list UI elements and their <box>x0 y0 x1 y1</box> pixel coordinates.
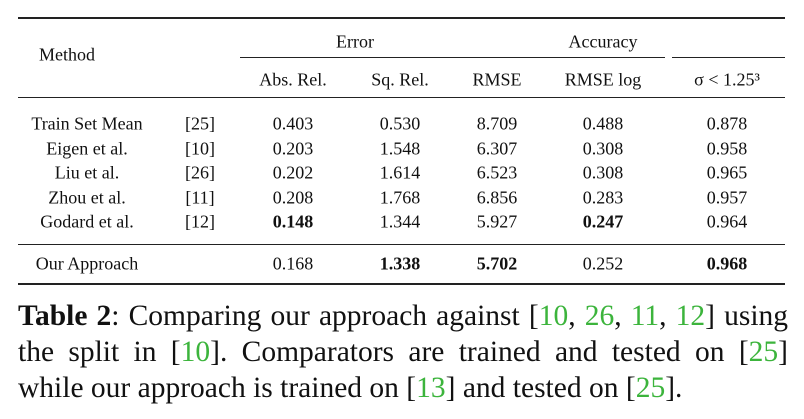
method-header: Method <box>39 44 95 65</box>
caption-text: ]. Comparators are trained and tested on… <box>210 336 749 368</box>
value: 0.252 <box>582 253 624 274</box>
value: 5.702 <box>476 253 518 274</box>
citation: 10 <box>538 300 569 332</box>
caption-text: , <box>568 300 585 332</box>
citation: 10 <box>180 336 211 368</box>
value: 0.488 <box>582 113 624 134</box>
value: 0.203 <box>272 138 314 159</box>
reference: [26] <box>185 162 215 183</box>
caption-text: : Comparing our approach against [ <box>111 300 539 332</box>
citation: 11 <box>630 300 660 332</box>
caption-text: , <box>659 300 676 332</box>
value: 0.958 <box>706 138 748 159</box>
reference: [10] <box>185 138 215 159</box>
method-name: Zhou et al. <box>48 187 126 208</box>
method-name: Godard et al. <box>40 211 134 232</box>
method-name: Train Set Mean <box>31 113 143 134</box>
group-rule <box>672 57 785 58</box>
value: 0.530 <box>379 113 421 134</box>
value: 6.523 <box>476 162 518 183</box>
caption-text: , <box>614 300 631 332</box>
value: 0.403 <box>272 113 314 134</box>
value: 6.856 <box>476 187 518 208</box>
citation: 26 <box>584 300 615 332</box>
value: 5.927 <box>476 211 518 232</box>
value: 0.878 <box>706 113 748 134</box>
caption-text: ]. <box>665 372 683 404</box>
mid-rule <box>18 244 785 245</box>
column-header: Abs. Rel. <box>259 69 327 90</box>
value: 1.548 <box>379 138 421 159</box>
method-name: Our Approach <box>35 253 139 274</box>
value: 0.968 <box>706 253 748 274</box>
citation: 13 <box>416 372 446 404</box>
value: 0.308 <box>582 162 624 183</box>
value: 0.965 <box>706 162 748 183</box>
caption: Table 2: Comparing our approach against … <box>18 298 788 406</box>
column-header: σ < 1.25³ <box>694 69 760 90</box>
citation: 12 <box>675 300 706 332</box>
group-header: Accuracy <box>568 31 638 52</box>
value: 0.964 <box>706 211 748 232</box>
header-rule <box>18 97 785 98</box>
citation: 25 <box>748 336 779 368</box>
method-name: Liu et al. <box>54 162 120 183</box>
column-header: RMSE log <box>564 69 642 90</box>
value: 6.307 <box>476 138 518 159</box>
group-header: Error <box>336 31 374 52</box>
column-header: RMSE <box>472 69 522 90</box>
value: 0.202 <box>272 162 314 183</box>
reference: [12] <box>185 211 215 232</box>
citation: 25 <box>635 372 666 404</box>
group-rule <box>240 57 665 58</box>
value: 1.768 <box>379 187 421 208</box>
caption-text: ] while our approach is trained on [ <box>18 336 788 404</box>
value: 0.168 <box>272 253 314 274</box>
bottom-rule <box>18 283 785 285</box>
value: 0.283 <box>582 187 624 208</box>
reference: [25] <box>185 113 215 134</box>
value: 0.308 <box>582 138 624 159</box>
value: 0.247 <box>582 211 624 232</box>
method-name: Eigen et al. <box>46 138 128 159</box>
value: 1.614 <box>379 162 421 183</box>
top-rule <box>18 17 785 19</box>
caption-text: ] using the split in [ <box>18 300 789 368</box>
value: 0.148 <box>272 211 314 232</box>
value: 0.957 <box>706 187 748 208</box>
caption-text: ] and tested on [ <box>445 372 636 404</box>
column-header: Sq. Rel. <box>371 69 429 90</box>
value: 8.709 <box>476 113 518 134</box>
value: 1.338 <box>379 253 421 274</box>
caption-text: Table 2 <box>18 300 112 332</box>
value: 0.208 <box>272 187 314 208</box>
reference: [11] <box>185 187 215 208</box>
value: 1.344 <box>379 211 421 232</box>
